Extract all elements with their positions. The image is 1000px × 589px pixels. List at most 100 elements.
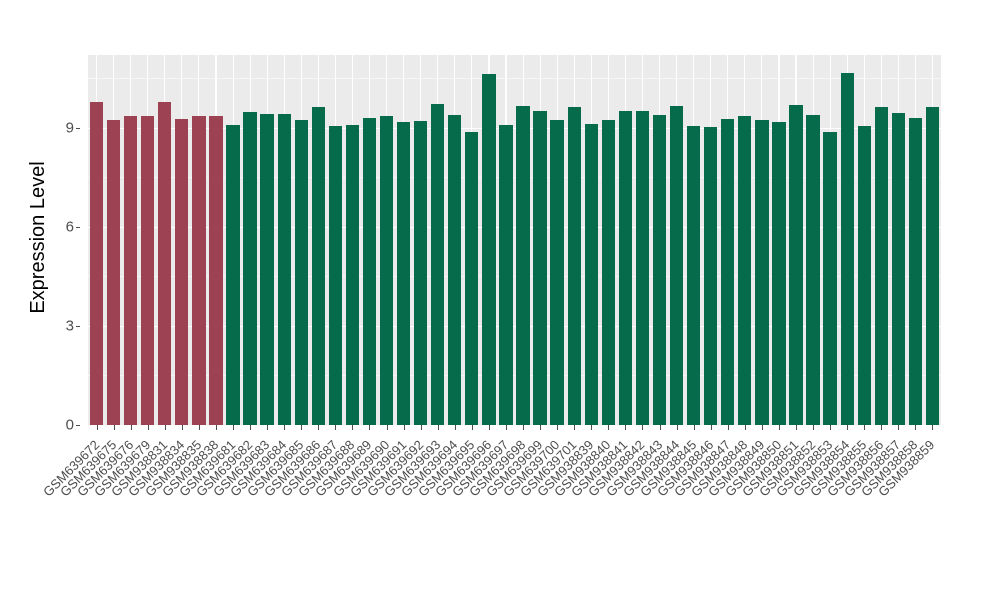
x-axis-tick-label: GSM639695 [414, 437, 478, 500]
bar [89, 101, 104, 425]
bar [277, 113, 291, 425]
x-axis-tick-label: GSM938839 [534, 437, 597, 500]
bar [908, 118, 923, 425]
bar [345, 125, 360, 425]
grid-line-minor [88, 78, 941, 80]
x-axis-tick-mark [676, 425, 678, 430]
x-axis-tick-label: GSM938848 [687, 437, 751, 500]
bar [686, 126, 701, 425]
x-axis-tick-label: GSM639690 [329, 437, 392, 500]
x-axis-tick-label: GSM639685 [244, 437, 307, 500]
bar [294, 120, 308, 425]
bar [550, 120, 564, 425]
x-axis-tick-label: GSM639682 [193, 437, 256, 500]
x-axis-tick-mark [608, 425, 610, 430]
bar [874, 107, 888, 425]
bar [772, 121, 786, 425]
bar [584, 124, 598, 425]
x-axis-tick-label: GSM938851 [739, 437, 802, 500]
bar [465, 131, 479, 425]
y-axis-tick-mark [76, 226, 80, 228]
x-axis-tick-label: GSM938847 [670, 437, 734, 500]
bar [192, 116, 206, 425]
bar [567, 107, 581, 425]
x-axis-tick-mark [215, 425, 217, 430]
bar [141, 116, 155, 425]
bar [755, 120, 769, 425]
x-axis-tick-mark [659, 425, 661, 430]
bar [635, 111, 650, 425]
grid-line-major [88, 325, 941, 328]
x-axis-tick-mark [881, 425, 883, 430]
x-axis-tick-mark [864, 425, 866, 430]
x-axis-tick-mark [267, 425, 269, 430]
x-axis-tick-mark [113, 425, 115, 430]
x-axis-tick-mark [727, 425, 729, 430]
x-axis-tick-mark [813, 425, 815, 430]
x-axis-tick-label: GSM639696 [431, 437, 495, 500]
y-axis-tick-label: 3 [65, 317, 74, 335]
bar [311, 107, 325, 425]
x-axis-tick-mark [488, 425, 490, 430]
x-axis-tick-label: GSM938831 [107, 437, 171, 500]
x-axis-tick-label: GSM639683 [210, 437, 273, 500]
x-axis-tick-label: GSM938854 [790, 437, 853, 500]
x-axis-tick-mark [369, 425, 371, 430]
x-axis-tick-mark [181, 425, 183, 430]
x-axis-tick-label: GSM639691 [346, 437, 409, 500]
x-axis-tick-mark [386, 425, 388, 430]
x-axis-tick-mark [830, 425, 832, 430]
bar [379, 116, 394, 425]
bar [823, 131, 837, 425]
bar [891, 112, 905, 425]
x-axis-tick-label: GSM639693 [380, 437, 444, 500]
bar [158, 101, 172, 425]
y-axis-tick-mark [76, 325, 80, 327]
x-axis-tick-mark [693, 425, 695, 430]
x-axis-tick-label: GSM639689 [312, 437, 375, 500]
x-axis-tick-mark [318, 425, 320, 430]
x-axis-tick-mark [932, 425, 934, 430]
x-axis-tick-mark [96, 425, 98, 430]
x-axis-tick-label: GSM938859 [875, 437, 938, 500]
x-axis-tick-mark [250, 425, 252, 430]
bar [669, 106, 684, 425]
x-axis-tick-label: GSM938845 [636, 437, 699, 500]
x-axis-tick-mark [540, 425, 542, 430]
x-axis-tick-label: GSM639687 [278, 437, 341, 500]
y-axis-tick-mark [76, 425, 80, 426]
bar [652, 115, 667, 425]
x-axis-tick-label: GSM639701 [517, 437, 580, 500]
x-axis-tick-mark [147, 425, 149, 430]
x-axis-tick-mark [523, 425, 525, 430]
x-axis-tick-label: GSM938857 [841, 437, 904, 500]
x-axis-tick-mark [164, 425, 166, 430]
bar [209, 116, 223, 425]
x-axis-tick-label: GSM639684 [227, 437, 290, 500]
x-axis-tick-mark [574, 425, 576, 430]
grid-line-major [88, 127, 941, 129]
x-axis-tick-label: GSM639681 [176, 437, 239, 500]
bar [448, 115, 462, 425]
x-axis-tick-label: GSM639698 [466, 437, 529, 500]
x-axis-tick-mark [557, 425, 559, 430]
bar [414, 121, 428, 425]
x-axis-tick-mark [301, 425, 303, 430]
x-axis-tick-label: GSM938844 [619, 437, 682, 500]
bar [533, 110, 547, 425]
x-axis-tick-mark [898, 425, 900, 430]
x-axis-tick-label: GSM639700 [500, 437, 563, 500]
x-axis-tick-label: GSM938852 [756, 437, 819, 500]
bar [925, 107, 940, 425]
bar [123, 116, 138, 425]
x-axis-tick-mark [591, 425, 593, 430]
x-axis-tick-label: GSM938856 [824, 437, 887, 500]
x-axis-tick-label: GSM639686 [261, 437, 324, 500]
bar [499, 125, 513, 425]
x-axis-tick-mark [642, 425, 644, 430]
x-axis-tick-label: GSM639697 [449, 437, 512, 500]
x-axis-tick-marks [88, 425, 941, 431]
x-axis-tick-mark [915, 425, 917, 430]
x-axis-tick-mark [420, 425, 422, 430]
y-axis-tick-label: 6 [65, 218, 74, 236]
